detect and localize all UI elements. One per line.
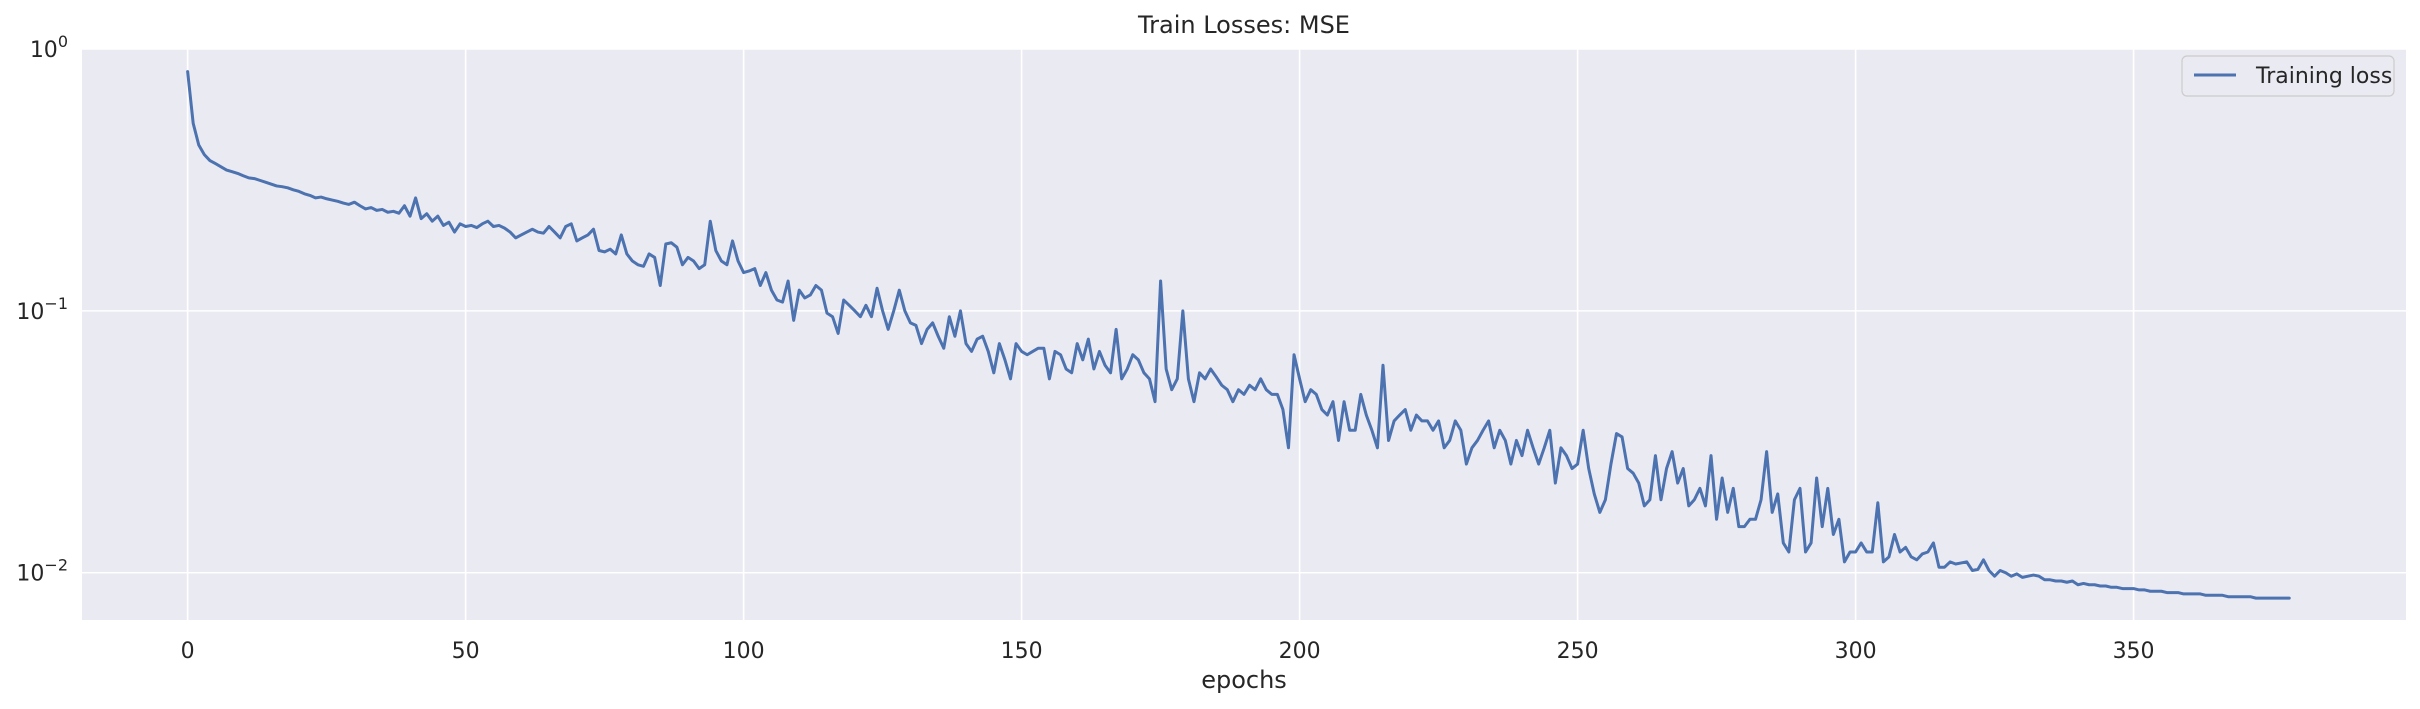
x-tick-labels: 0 50 100 150 200 250 300 350 [181, 639, 2155, 664]
y-tick-label: 10−1 [16, 294, 68, 325]
x-tick-label: 250 [1557, 639, 1599, 664]
x-axis-label: epochs [1201, 666, 1287, 694]
y-tick-label: 100 [30, 32, 68, 63]
legend-label-training-loss: Training loss [2255, 64, 2392, 89]
x-tick-label: 200 [1279, 639, 1321, 664]
grid [82, 48, 2406, 620]
series-line-training-loss [186, 70, 2291, 600]
x-tick-label: 50 [452, 639, 480, 664]
x-tick-label: 100 [723, 639, 765, 664]
x-tick-label: 0 [181, 639, 195, 664]
x-tick-label: 300 [1835, 639, 1877, 664]
y-tick-labels: 100 10−1 10−2 [16, 32, 68, 587]
legend-box [2181, 55, 2395, 97]
series-layer [186, 70, 2291, 600]
plot-background [82, 49, 2406, 620]
chart-title: Train Losses: MSE [1137, 11, 1350, 39]
y-tick-label: 10−2 [16, 556, 68, 587]
legend: Training loss [2181, 55, 2395, 97]
x-tick-label: 150 [1001, 639, 1043, 664]
x-tick-label: 350 [2113, 639, 2155, 664]
